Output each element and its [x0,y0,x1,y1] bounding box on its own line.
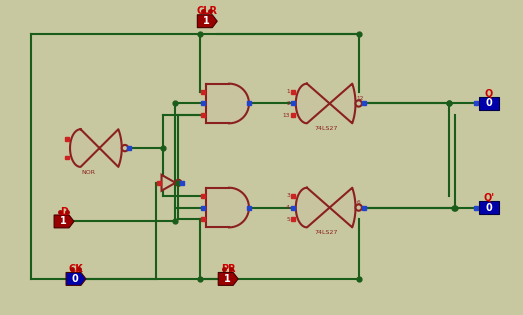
Text: D: D [60,207,68,216]
Text: 1: 1 [60,216,66,226]
Circle shape [175,180,181,186]
Text: CK: CK [69,264,83,274]
Bar [479,201,499,214]
Bar [201,101,206,106]
Bar [474,206,478,209]
Bar [362,101,366,106]
Polygon shape [70,129,122,167]
Text: Q': Q' [483,193,494,203]
Text: Q: Q [485,89,493,99]
Polygon shape [206,188,249,227]
Text: 6: 6 [357,200,360,205]
Bar [362,206,366,209]
Text: 0: 0 [72,274,78,284]
Bar [127,146,131,150]
Polygon shape [296,84,356,123]
Bar [201,89,206,94]
Text: 74LS27: 74LS27 [314,126,337,131]
Bar [474,101,478,106]
Text: 2: 2 [286,101,290,106]
Bar [156,181,161,185]
Circle shape [356,204,362,211]
Bar [247,101,251,106]
Polygon shape [218,272,238,285]
Text: 74LS27: 74LS27 [314,230,337,235]
Bar [201,217,206,221]
Text: 1: 1 [203,16,210,26]
Polygon shape [296,188,356,227]
Text: 1: 1 [286,89,290,94]
Bar [479,97,499,110]
Bar [201,113,206,117]
Bar [247,206,251,209]
Text: 4: 4 [286,205,290,210]
Text: 13: 13 [282,113,290,118]
Text: PR: PR [221,264,235,274]
Circle shape [356,100,362,107]
Bar [291,101,295,106]
Text: CLR: CLR [197,6,218,16]
Text: 5: 5 [286,217,290,222]
Text: 0: 0 [485,203,492,213]
Bar [291,113,295,117]
Bar [291,89,295,94]
Polygon shape [197,15,217,28]
Polygon shape [206,84,249,123]
Text: 3: 3 [286,193,290,198]
Bar [291,194,295,198]
Bar [65,137,69,141]
Polygon shape [162,175,175,191]
Text: 12: 12 [357,96,364,101]
Text: 0: 0 [485,99,492,108]
Text: 1: 1 [224,274,231,284]
Text: NOR: NOR [81,170,95,175]
Bar [291,217,295,221]
Polygon shape [66,272,86,285]
Polygon shape [54,215,74,228]
Bar [201,206,206,209]
Bar [291,206,295,209]
Bar [180,181,185,185]
Bar [65,156,69,159]
Bar [201,194,206,198]
Circle shape [122,145,128,151]
